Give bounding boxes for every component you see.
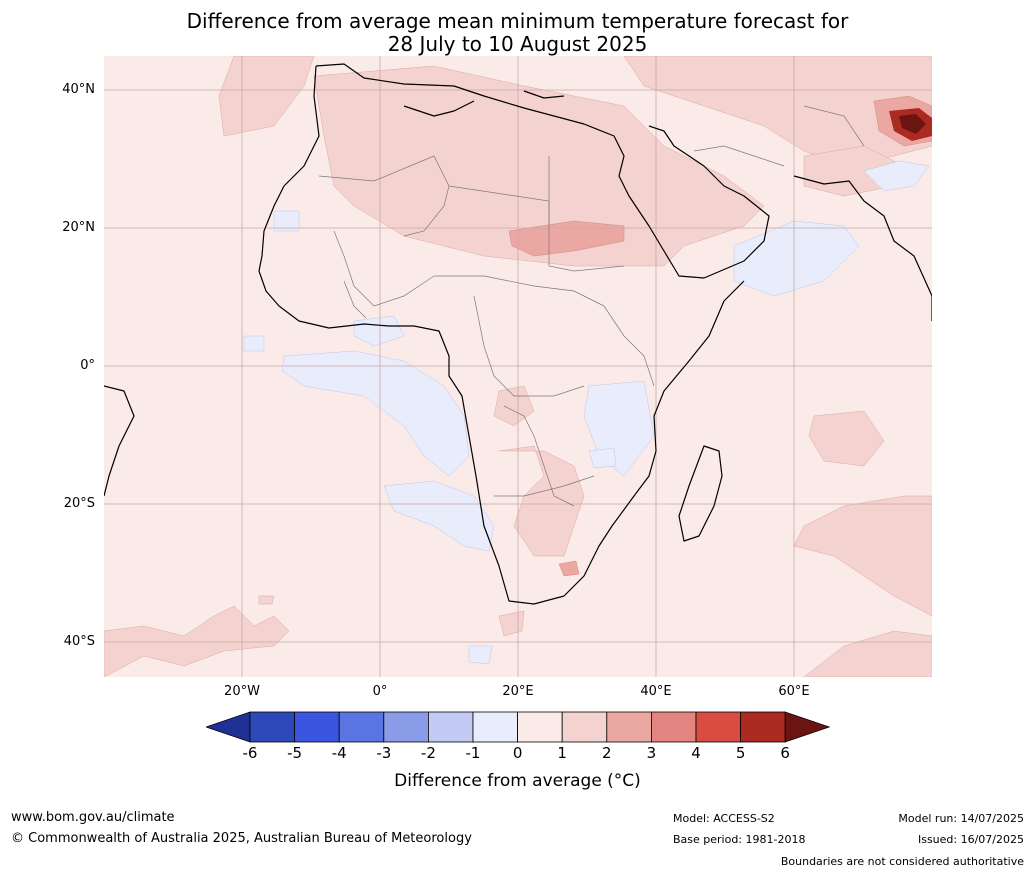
colorbar-segment bbox=[650, 711, 697, 743]
colorbar-segment bbox=[294, 711, 340, 743]
cool-anomaly-areas bbox=[243, 160, 930, 665]
colorbar bbox=[204, 711, 831, 743]
lat-label-20n: 20°N bbox=[62, 220, 95, 235]
lon-label-0: 0° bbox=[372, 684, 388, 699]
model-text: Model: ACCESS-S2 bbox=[673, 812, 775, 825]
coastlines bbox=[104, 63, 932, 605]
lon-label-20e: 20°E bbox=[502, 684, 534, 699]
lat-label-0: 0° bbox=[80, 358, 95, 373]
warm-anomaly-areas bbox=[104, 56, 932, 677]
colorbar-tick-label: -6 bbox=[242, 744, 258, 762]
lon-label-20w: 20°W bbox=[224, 684, 260, 699]
graticule bbox=[104, 56, 932, 677]
colorbar-segment bbox=[517, 711, 563, 743]
very-warm-area bbox=[889, 108, 932, 141]
colorbar-tick-label: 0 bbox=[512, 744, 523, 762]
colorbar-tick-label: 1 bbox=[557, 744, 567, 762]
colorbar-tick-label: -5 bbox=[287, 744, 303, 762]
colorbar-segment bbox=[606, 711, 652, 743]
colorbar-tick-label: -4 bbox=[331, 744, 347, 762]
base-period-text: Base period: 1981-2018 bbox=[673, 833, 806, 846]
colorbar-tick-label: 6 bbox=[780, 744, 790, 762]
lat-label-20s: 20°S bbox=[63, 496, 95, 511]
colorbar-segment bbox=[740, 711, 786, 743]
colorbar-segment bbox=[472, 711, 518, 743]
colorbar-tick-label: -2 bbox=[420, 744, 436, 762]
colorbar-segment bbox=[561, 711, 608, 743]
colorbar-arrow-low bbox=[204, 711, 251, 743]
chart-title: Difference from average mean minimum tem… bbox=[0, 10, 1035, 56]
colorbar-tick-label: 2 bbox=[602, 744, 612, 762]
copyright-text: © Commonwealth of Australia 2025, Austra… bbox=[11, 831, 472, 846]
website-text: www.bom.gov.au/climate bbox=[11, 810, 175, 825]
colorbar-tick-label: -3 bbox=[376, 744, 392, 762]
title-line-1: Difference from average mean minimum tem… bbox=[186, 9, 849, 33]
colorbar-segment bbox=[695, 711, 741, 743]
colorbar-tick-label: 4 bbox=[691, 744, 701, 762]
lat-label-40s: 40°S bbox=[63, 634, 95, 649]
title-line-2: 28 July to 10 August 2025 bbox=[387, 32, 648, 56]
colorbar-segment bbox=[383, 711, 429, 743]
colorbar-segment bbox=[338, 711, 385, 743]
colorbar-tick-label: 3 bbox=[646, 744, 657, 762]
country-borders bbox=[318, 105, 865, 507]
colorbar-tick-label: 5 bbox=[735, 744, 746, 762]
issued-text: Issued: 16/07/2025 bbox=[917, 833, 1024, 846]
disclaimer-text: Boundaries are not considered authoritat… bbox=[780, 855, 1024, 868]
model-run-text: Model run: 14/07/2025 bbox=[898, 812, 1024, 825]
lon-label-40e: 40°E bbox=[640, 684, 672, 699]
colorbar-title: Difference from average (°C) bbox=[394, 771, 641, 791]
forecast-map bbox=[104, 56, 932, 677]
colorbar-segment bbox=[249, 711, 295, 743]
colorbar-segment bbox=[427, 711, 474, 743]
colorbar-tick-label: -1 bbox=[465, 744, 481, 762]
lon-label-60e: 60°E bbox=[778, 684, 810, 699]
lat-label-40n: 40°N bbox=[62, 82, 95, 97]
colorbar-arrow-high bbox=[784, 711, 831, 743]
